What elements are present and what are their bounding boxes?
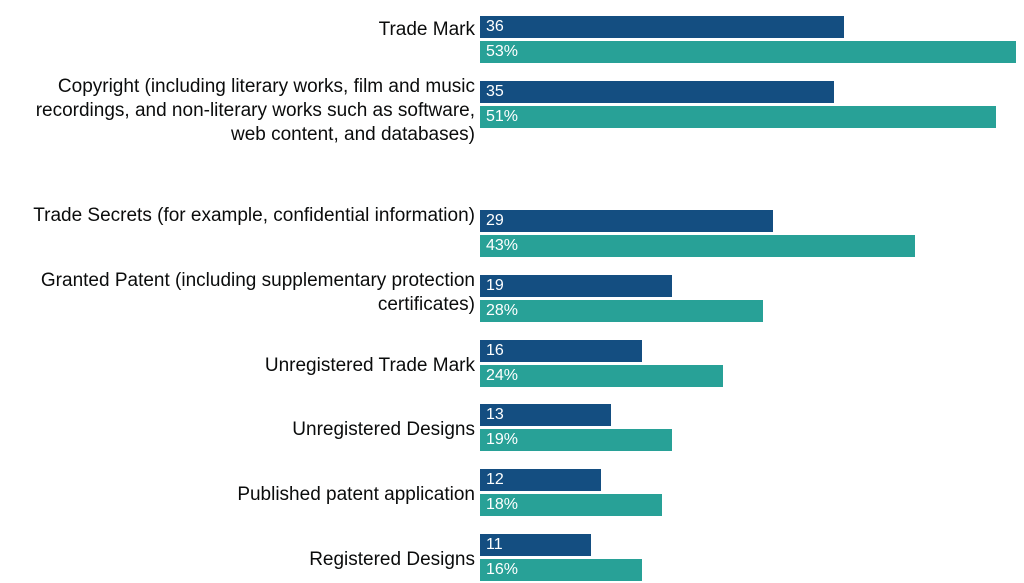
category-label: Unregistered Trade Mark <box>5 354 475 378</box>
category-label: Unregistered Designs <box>5 418 475 442</box>
bar-group: 1624% <box>480 340 723 390</box>
bar-group: 2943% <box>480 210 915 260</box>
bar: 13 <box>480 404 611 426</box>
bar: 43% <box>480 235 915 257</box>
bar-group: 3653% <box>480 16 1016 66</box>
bar: 51% <box>480 106 996 128</box>
category-label: Copyright (including literary works, fil… <box>5 75 475 146</box>
bar: 24% <box>480 365 723 387</box>
bar-value: 24% <box>486 367 518 385</box>
bar-value: 36 <box>486 18 504 36</box>
bar: 11 <box>480 534 591 556</box>
bar: 18% <box>480 494 662 516</box>
horizontal-bar-chart: Trade Mark3653%Copyright (including lite… <box>0 0 1024 583</box>
bar-value: 19% <box>486 431 518 449</box>
bar-value: 53% <box>486 43 518 61</box>
bar: 53% <box>480 41 1016 63</box>
bar-group: 1928% <box>480 275 763 325</box>
bar: 16 <box>480 340 642 362</box>
bar-value: 29 <box>486 212 504 230</box>
bar: 19 <box>480 275 672 297</box>
bar: 29 <box>480 210 773 232</box>
bar-value: 28% <box>486 302 518 320</box>
bar-value: 13 <box>486 406 504 424</box>
bar-value: 18% <box>486 496 518 514</box>
category-label: Trade Secrets (for example, confidential… <box>5 204 475 228</box>
bar: 28% <box>480 300 763 322</box>
category-label: Granted Patent (including supplementary … <box>5 269 475 317</box>
category-label: Trade Mark <box>5 18 475 42</box>
bar-value: 16 <box>486 342 504 360</box>
bar: 16% <box>480 559 642 581</box>
bar-value: 16% <box>486 561 518 579</box>
bar-group: 1218% <box>480 469 662 519</box>
bar-value: 35 <box>486 83 504 101</box>
bar-group: 1116% <box>480 534 642 583</box>
bar: 36 <box>480 16 844 38</box>
bar-group: 3551% <box>480 81 996 131</box>
bar-value: 19 <box>486 277 504 295</box>
bar-value: 43% <box>486 237 518 255</box>
bar-group: 1319% <box>480 404 672 454</box>
category-label: Registered Designs <box>5 548 475 572</box>
bar: 35 <box>480 81 834 103</box>
bar: 12 <box>480 469 601 491</box>
bar-value: 12 <box>486 471 504 489</box>
bar-value: 11 <box>486 536 503 554</box>
category-label: Published patent application <box>5 483 475 507</box>
bar: 19% <box>480 429 672 451</box>
bar-value: 51% <box>486 108 518 126</box>
